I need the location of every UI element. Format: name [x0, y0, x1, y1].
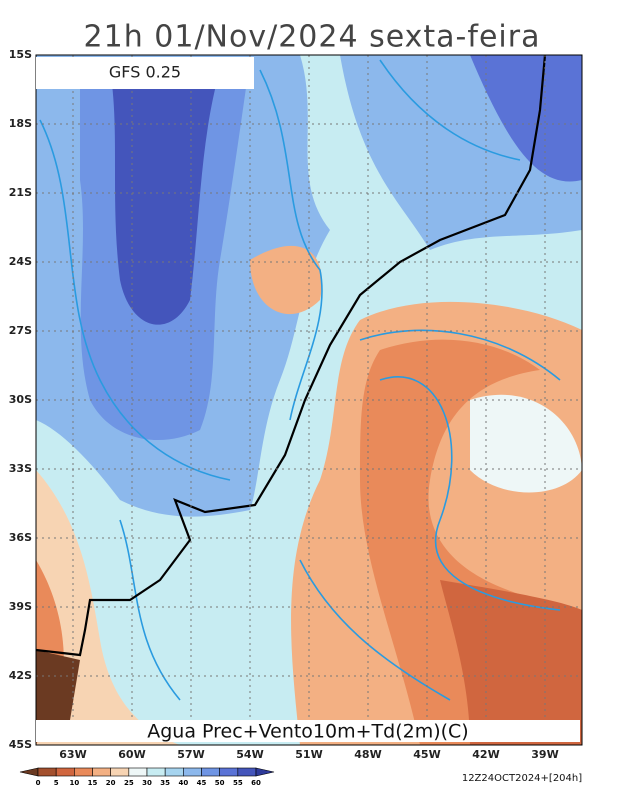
- longitude-label: 42W: [472, 748, 499, 761]
- longitude-label: 45W: [413, 748, 440, 761]
- colorbar-tick-label: 10: [69, 779, 79, 787]
- title: 21h 01/Nov/2024 sexta-feira: [84, 20, 541, 55]
- caption-box: [36, 720, 580, 742]
- colorbar-segment: [164, 767, 184, 777]
- colorbar-tick-label: 45: [197, 779, 207, 787]
- longitude-label: 60W: [118, 748, 145, 761]
- longitude-labels: 63W 60W 57W 54W 51W 48W 45W 42W 39W: [59, 748, 558, 761]
- colorbar-segment: [146, 767, 166, 777]
- colorbar-tick-label: 40: [178, 779, 188, 787]
- latitude-label: 21S: [9, 186, 32, 199]
- colorbar-tick-label: 60: [251, 779, 261, 787]
- colorbar-tick-label: 50: [215, 779, 225, 787]
- latitude-label: 15S: [9, 48, 32, 61]
- latitude-label: 39S: [9, 600, 32, 613]
- latitude-label: 24S: [9, 255, 32, 268]
- colorbar-segment: [92, 767, 111, 777]
- colorbar-segment: [219, 767, 239, 777]
- latitude-label: 30S: [9, 393, 32, 406]
- colorbar-tick-label: 55: [233, 779, 243, 787]
- longitude-label: 57W: [177, 748, 204, 761]
- latitude-label: 27S: [9, 324, 32, 337]
- colorbar-tick-label: 30: [142, 779, 152, 787]
- colorbar-segment: [110, 767, 130, 777]
- colorbar-tick-label: 15: [88, 779, 98, 787]
- colorbar-segment: [237, 767, 257, 777]
- caption: Agua Prec+Vento10m+Td(2m)(C): [147, 721, 468, 743]
- colorbar-segment: [74, 767, 93, 777]
- colorbar-tick-label: 25: [124, 779, 134, 787]
- longitude-label: 54W: [236, 748, 263, 761]
- colorbar-segment: [37, 767, 57, 777]
- run-label: 12Z24OCT2024+[204h]: [462, 773, 582, 784]
- colorbar-tick-label: 0: [36, 779, 41, 787]
- model-label: GFS 0.25: [109, 63, 181, 82]
- colorbar-tick-label: 35: [160, 779, 170, 787]
- map-field: [36, 55, 582, 745]
- latitude-labels: 15S 18S 21S 24S 27S 30S 33S 36S 39S 42S 45S: [9, 48, 32, 751]
- latitude-label: 18S: [9, 117, 32, 130]
- longitude-label: 51W: [295, 748, 322, 761]
- longitude-label: 63W: [59, 748, 86, 761]
- colorbar-end: [19, 767, 39, 777]
- model-box: [36, 57, 254, 89]
- colorbar-end: [255, 767, 275, 777]
- colorbar-segment: [183, 767, 202, 777]
- longitude-label: 39W: [531, 748, 558, 761]
- colorbar-segment: [55, 767, 75, 777]
- latitude-label: 45S: [9, 738, 32, 751]
- colorbar: 0 5 10 15 20 25 30 35 40 45 50 55 60: [19, 767, 275, 787]
- colorbar-tick-label: 20: [106, 779, 116, 787]
- grid: [36, 55, 582, 745]
- colorbar-segment: [128, 767, 148, 777]
- colorbar-segment: [201, 767, 220, 777]
- latitude-label: 33S: [9, 462, 32, 475]
- longitude-label: 48W: [354, 748, 381, 761]
- latitude-label: 36S: [9, 531, 32, 544]
- colorbar-tick-label: 5: [54, 779, 59, 787]
- latitude-label: 42S: [9, 669, 32, 682]
